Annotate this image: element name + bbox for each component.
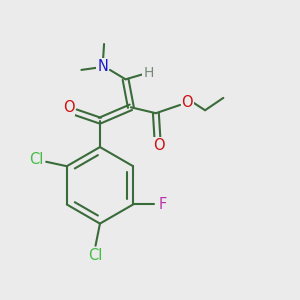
Text: N: N [97, 59, 108, 74]
Text: O: O [182, 94, 193, 110]
Text: O: O [63, 100, 74, 115]
Text: H: H [143, 66, 154, 80]
Text: O: O [153, 138, 164, 153]
Text: Cl: Cl [29, 152, 43, 167]
Text: Cl: Cl [88, 248, 103, 263]
Text: F: F [159, 197, 167, 212]
